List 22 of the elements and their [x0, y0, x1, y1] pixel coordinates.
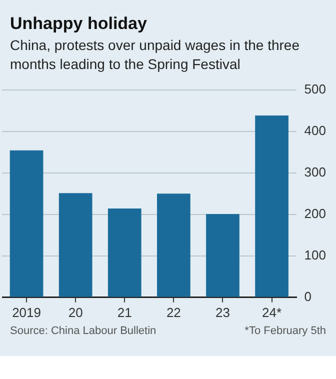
x-tick-label: 20 — [68, 304, 83, 320]
y-tick-label: 500 — [304, 81, 326, 96]
bar — [157, 194, 190, 297]
bar — [58, 193, 92, 297]
y-tick-label: 100 — [304, 247, 326, 262]
bar — [255, 116, 288, 297]
y-tick-label: 300 — [304, 164, 326, 180]
bar — [10, 150, 44, 297]
x-tick-label: 2019 — [12, 304, 41, 320]
x-tick-label: 23 — [216, 304, 230, 320]
y-tick-label: 0 — [304, 288, 312, 304]
x-tick-label: 21 — [117, 304, 132, 320]
y-tick-label: 400 — [304, 122, 326, 138]
bar — [108, 208, 142, 297]
chart-subtitle: China, protests over unpaid wages in the three months leading to the Spring Festival — [9, 36, 301, 74]
chart-title: Unhappy holiday — [9, 14, 148, 34]
y-tick-label: 200 — [304, 206, 326, 221]
bar — [206, 214, 240, 297]
x-tick-label: 22 — [166, 304, 181, 320]
source-note: Source: China Labour Bulletin — [10, 325, 156, 337]
text: *To February 5th — [244, 325, 326, 337]
x-tick-label: 24* — [262, 304, 282, 320]
